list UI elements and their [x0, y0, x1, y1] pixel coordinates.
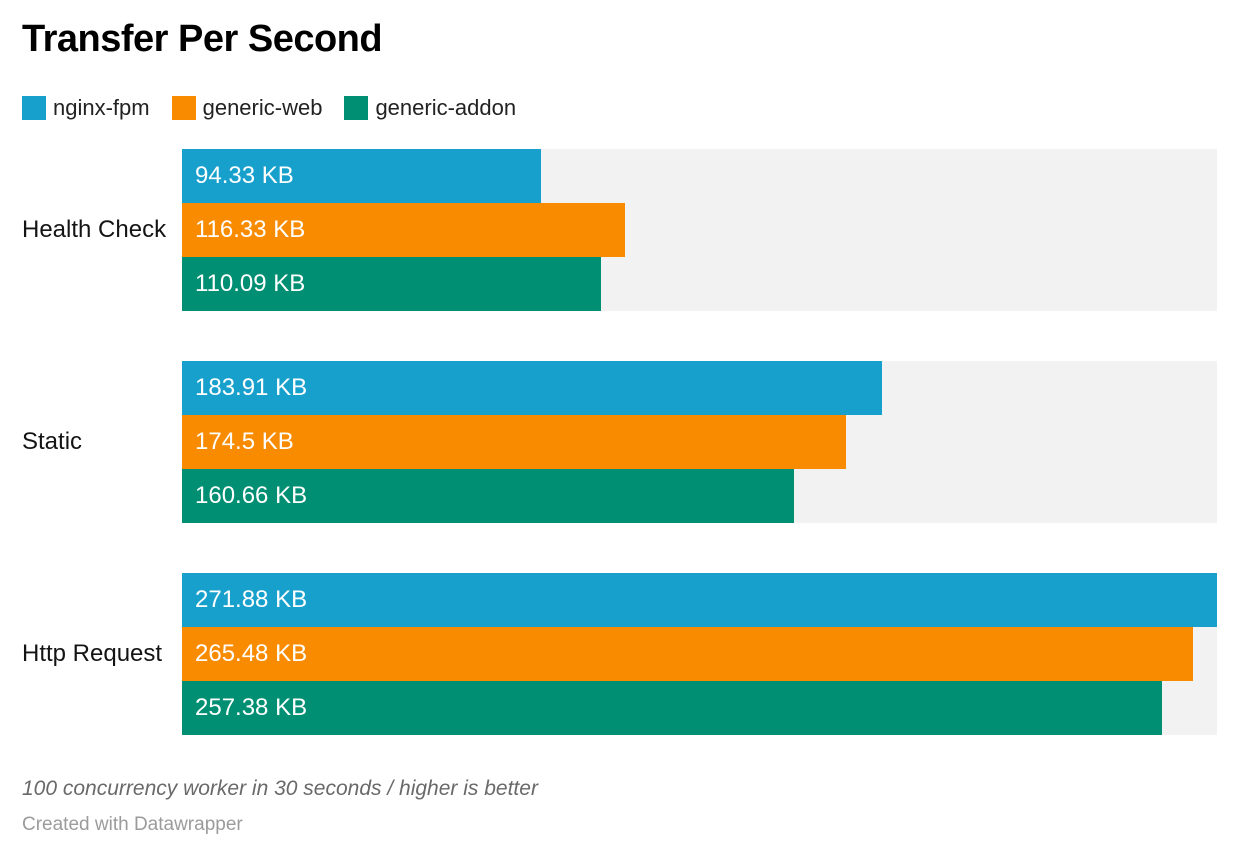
- legend-swatch-generic-addon: [344, 96, 369, 120]
- bar-rows: 271.88 KB 265.48 KB 257.38 KB: [182, 573, 1217, 735]
- bar-track: 160.66 KB: [182, 469, 1217, 523]
- legend-label: nginx-fpm: [53, 95, 150, 120]
- bar-value-label: 174.5 KB: [195, 428, 294, 455]
- chart-title: Transfer Per Second: [22, 18, 383, 60]
- bar-value-label: 94.33 KB: [195, 162, 294, 189]
- bar-generic-web: 174.5 KB: [182, 415, 847, 469]
- bar-track: 257.38 KB: [182, 681, 1217, 735]
- bar-value-label: 160.66 KB: [195, 482, 308, 509]
- category-label: Static: [22, 428, 83, 455]
- bar-track: 183.91 KB: [182, 361, 1217, 415]
- bar-group-health-check: Health Check 94.33 KB 116.33 KB 110.09 KB: [0, 149, 1240, 311]
- legend-item-nginx-fpm: nginx-fpm: [22, 95, 150, 121]
- legend-item-generic-web: generic-web: [171, 95, 323, 121]
- bar-track: 265.48 KB: [182, 627, 1217, 681]
- bar-track: 174.5 KB: [182, 415, 1217, 469]
- bar-value-label: 183.91 KB: [195, 374, 308, 401]
- bar-group-static: Static 183.91 KB 174.5 KB 160.66 KB: [0, 361, 1240, 523]
- bar-value-label: 110.09 KB: [195, 270, 306, 297]
- bar-track: 271.88 KB: [182, 573, 1217, 627]
- legend-item-generic-addon: generic-addon: [344, 95, 516, 121]
- attribution: Created with Datawrapper: [22, 813, 1218, 837]
- bar-rows: 183.91 KB 174.5 KB 160.66 KB: [182, 361, 1217, 523]
- bar-generic-addon: 110.09 KB: [182, 257, 602, 311]
- bar-nginx-fpm: 94.33 KB: [182, 149, 542, 203]
- bar-value-label: 257.38 KB: [195, 694, 308, 721]
- legend-swatch-generic-web: [171, 96, 196, 120]
- chart-note: 100 concurrency worker in 30 seconds / h…: [22, 777, 538, 800]
- bar-nginx-fpm: 271.88 KB: [182, 573, 1217, 627]
- legend-label: generic-addon: [375, 95, 517, 120]
- legend-label: generic-web: [202, 95, 323, 120]
- datawrapper-attribution-link[interactable]: Created with Datawrapper: [22, 814, 243, 835]
- bar-generic-web: 265.48 KB: [182, 627, 1193, 681]
- bar-group-http-request: Http Request 271.88 KB 265.48 KB 257.38 KB: [0, 573, 1240, 735]
- category-label: Health Check: [22, 216, 167, 243]
- bar-value-label: 265.48 KB: [195, 640, 308, 667]
- bar-track: 116.33 KB: [182, 203, 1217, 257]
- category-label: Http Request: [22, 640, 163, 667]
- bar-nginx-fpm: 183.91 KB: [182, 361, 883, 415]
- bar-rows: 94.33 KB 116.33 KB 110.09 KB: [182, 149, 1217, 311]
- bar-generic-addon: 160.66 KB: [182, 469, 794, 523]
- legend: nginx-fpm generic-web generic-addon: [22, 95, 1218, 121]
- bar-generic-web: 116.33 KB: [182, 203, 625, 257]
- bar-chart: Health Check 94.33 KB 116.33 KB 110.09 KB St…: [0, 149, 1240, 735]
- bar-value-label: 271.88 KB: [195, 586, 308, 613]
- bar-value-label: 116.33 KB: [195, 216, 306, 243]
- bar-track: 94.33 KB: [182, 149, 1217, 203]
- bar-track: 110.09 KB: [182, 257, 1217, 311]
- bar-generic-addon: 257.38 KB: [182, 681, 1162, 735]
- legend-swatch-nginx-fpm: [22, 96, 46, 120]
